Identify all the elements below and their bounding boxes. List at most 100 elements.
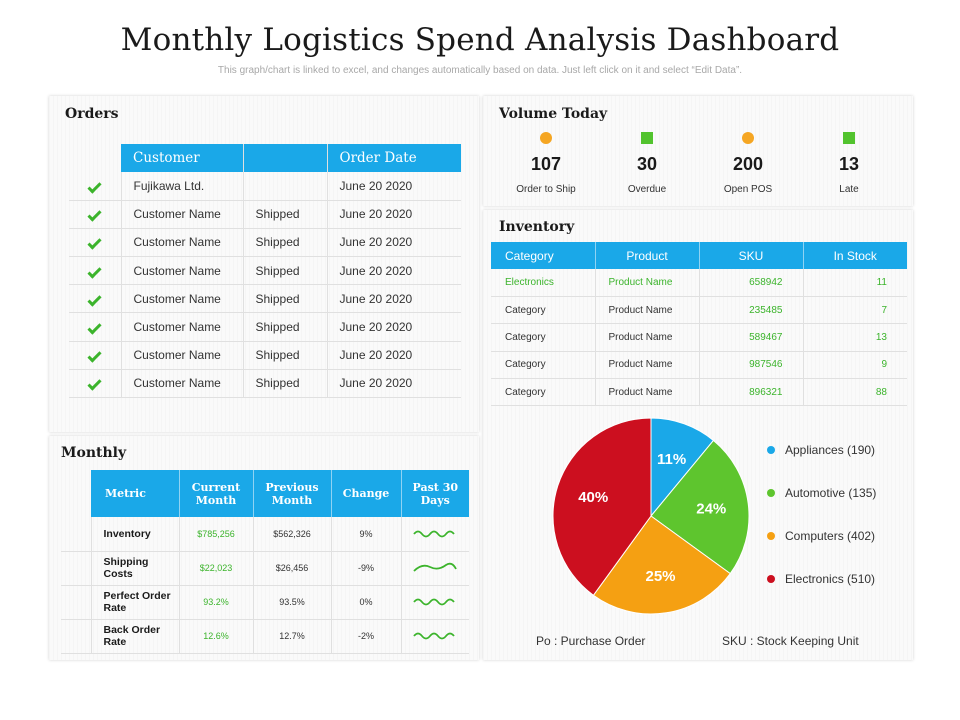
orders-row[interactable]: Customer Name Shipped June 20 2020 bbox=[69, 200, 461, 229]
orders-row[interactable]: Customer Name Shipped June 20 2020 bbox=[69, 284, 461, 314]
order-date: June 20 2020 bbox=[327, 312, 461, 342]
legend-label: Electronics (510) bbox=[785, 572, 876, 586]
order-customer: Customer Name bbox=[121, 284, 244, 314]
orders-row[interactable]: Customer Name Shipped June 20 2020 bbox=[69, 228, 461, 258]
pie-slice[interactable] bbox=[650, 417, 715, 518]
monthly-header-previous[interactable]: Previous Month bbox=[253, 470, 332, 517]
volume-item: 30 Overdue bbox=[597, 132, 697, 195]
order-date: June 20 2020 bbox=[327, 256, 461, 286]
monthly-header-metric[interactable]: Metric bbox=[91, 470, 180, 517]
pie-slice[interactable] bbox=[552, 417, 652, 596]
legend-item: Automotive (135) bbox=[767, 486, 876, 529]
legend-item: Appliances (190) bbox=[767, 443, 876, 486]
orders-row[interactable]: Customer Name Shipped June 20 2020 bbox=[69, 256, 461, 286]
inventory-product: Product Name bbox=[595, 378, 700, 407]
order-date: June 20 2020 bbox=[327, 200, 461, 229]
inventory-product: Product Name bbox=[595, 323, 700, 352]
order-customer: Customer Name bbox=[121, 200, 244, 229]
orders-header-blank bbox=[69, 144, 121, 172]
inventory-header-product[interactable]: Product bbox=[595, 242, 700, 269]
monthly-row[interactable]: Perfect Order Rate 93.2% 93.5% 0% bbox=[61, 585, 469, 620]
monthly-current: $785,256 bbox=[179, 517, 254, 552]
legend-dot-icon bbox=[767, 532, 775, 540]
legend-label: Automotive (135) bbox=[785, 486, 877, 500]
monthly-metric: Shipping Costs bbox=[91, 551, 180, 586]
inventory-title: Inventory bbox=[499, 219, 575, 235]
monthly-trend bbox=[401, 585, 469, 620]
monthly-row[interactable]: Back Order Rate 12.6% 12.7% -2% bbox=[61, 619, 469, 654]
monthly-metric: Back Order Rate bbox=[91, 619, 180, 654]
order-date: June 20 2020 bbox=[327, 172, 461, 201]
check-icon bbox=[87, 348, 102, 363]
order-status: Shipped bbox=[243, 228, 328, 258]
volume-value: 30 bbox=[636, 154, 658, 174]
inventory-row[interactable]: Category Product Name 987546 9 bbox=[491, 351, 907, 380]
monthly-row[interactable]: Inventory $785,256 $562,326 9% bbox=[61, 517, 469, 552]
monthly-header-change[interactable]: Change bbox=[331, 470, 402, 517]
legend-item: Computers (402) bbox=[767, 529, 876, 572]
volume-value: 13 bbox=[838, 154, 860, 174]
inventory-row[interactable]: Category Product Name 896321 88 bbox=[491, 378, 907, 407]
monthly-header-past30[interactable]: Past 30 Days bbox=[401, 470, 469, 517]
pie-slice[interactable] bbox=[592, 515, 731, 615]
order-customer: Customer Name bbox=[121, 312, 244, 342]
inventory-category: Category bbox=[491, 378, 596, 407]
volume-title: Volume Today bbox=[499, 106, 608, 122]
monthly-current: 12.6% bbox=[179, 619, 254, 654]
inventory-row[interactable]: Category Product Name 589467 13 bbox=[491, 323, 907, 352]
monthly-panel: Monthly Metric Current Month Previous Mo… bbox=[49, 436, 479, 660]
order-customer: Fujikawa Ltd. bbox=[121, 172, 244, 201]
check-icon-cell bbox=[69, 256, 122, 286]
orders-row[interactable]: Customer Name Shipped June 20 2020 bbox=[69, 312, 461, 342]
check-icon bbox=[87, 235, 102, 251]
check-icon-cell bbox=[69, 228, 122, 258]
inventory-product: Product Name bbox=[595, 296, 700, 325]
inventory-header-category[interactable]: Category bbox=[491, 242, 596, 269]
volume-label: Late bbox=[839, 184, 859, 195]
dashboard-subtitle: This graph/chart is linked to excel, and… bbox=[217, 65, 743, 76]
monthly-previous: $26,456 bbox=[253, 551, 332, 586]
inventory-row[interactable]: Category Product Name 235485 7 bbox=[491, 296, 907, 325]
inventory-category: Category bbox=[491, 296, 596, 325]
circle-icon bbox=[742, 132, 754, 144]
orders-row[interactable]: Customer Name Shipped June 20 2020 bbox=[69, 369, 461, 399]
orders-header-status[interactable] bbox=[243, 144, 328, 172]
order-customer: Customer Name bbox=[121, 341, 244, 370]
monthly-row[interactable]: Shipping Costs $22,023 $26,456 -9% bbox=[61, 551, 469, 586]
pie-slice[interactable] bbox=[650, 439, 750, 575]
order-customer: Customer Name bbox=[121, 369, 244, 399]
inventory-category: Electronics bbox=[491, 269, 596, 297]
volume-label: Order to Ship bbox=[516, 184, 576, 195]
square-icon bbox=[843, 132, 855, 144]
inventory-stock: 88 bbox=[803, 378, 907, 407]
monthly-previous: 93.5% bbox=[253, 585, 332, 620]
monthly-previous: 12.7% bbox=[253, 619, 332, 654]
monthly-trend bbox=[401, 551, 469, 586]
check-icon-cell bbox=[69, 172, 122, 201]
check-icon-cell bbox=[69, 284, 122, 314]
volume-item: 200 Open POS bbox=[698, 132, 798, 195]
category-pie-chart: 11% 24% 25% 40% bbox=[552, 417, 750, 615]
inventory-header-stock[interactable]: In Stock bbox=[803, 242, 907, 269]
orders-row[interactable]: Fujikawa Ltd. June 20 2020 bbox=[69, 172, 461, 201]
sparkline-icon bbox=[413, 598, 455, 606]
check-icon-cell bbox=[69, 312, 122, 342]
inventory-sku: 658942 bbox=[699, 269, 804, 297]
check-icon bbox=[87, 179, 102, 194]
orders-header-date[interactable]: Order Date bbox=[327, 144, 461, 172]
monthly-header-current[interactable]: Current Month bbox=[179, 470, 254, 517]
square-icon bbox=[641, 132, 653, 144]
pie-slice-label: 11% bbox=[657, 451, 686, 468]
order-status: Shipped bbox=[243, 256, 328, 286]
inventory-sku: 589467 bbox=[699, 323, 804, 352]
orders-row[interactable]: Customer Name Shipped June 20 2020 bbox=[69, 341, 461, 370]
inventory-sku: 896321 bbox=[699, 378, 804, 407]
order-customer: Customer Name bbox=[121, 228, 244, 258]
inventory-header-sku[interactable]: SKU bbox=[699, 242, 804, 269]
legend-dot-icon bbox=[767, 446, 775, 454]
inventory-row[interactable]: Electronics Product Name 658942 11 bbox=[491, 269, 907, 297]
orders-header-customer[interactable]: Customer bbox=[121, 144, 244, 172]
check-icon bbox=[87, 320, 102, 335]
orders-title: Orders bbox=[65, 106, 119, 122]
monthly-metric: Inventory bbox=[91, 517, 180, 552]
